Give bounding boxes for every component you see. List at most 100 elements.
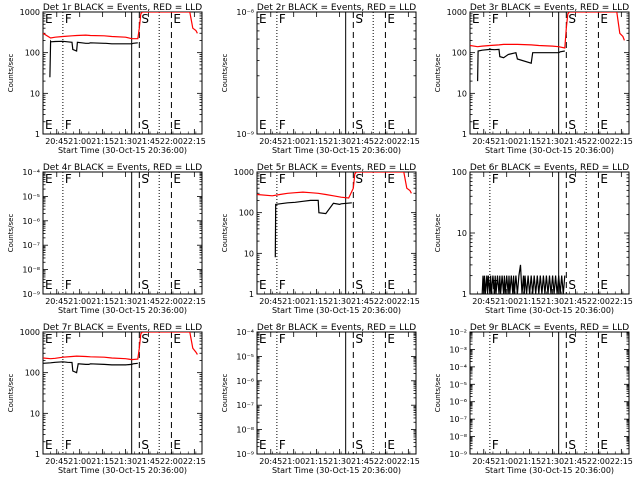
x-axis-label: Start Time (30-Oct-15 20:36:00) (58, 306, 187, 315)
x-tick-label: 21:45 (351, 137, 374, 146)
x-tick-label: 20:45 (45, 297, 68, 306)
x-tick-label: 22:15 (183, 297, 206, 306)
event-marker-label-top: S (355, 172, 363, 186)
event-marker-label: E (45, 438, 53, 452)
x-tick-label: 21:15 (91, 297, 114, 306)
event-marker-label: E (259, 118, 267, 132)
x-tick-label: 21:15 (91, 457, 114, 466)
event-marker-label-top: E (173, 332, 181, 346)
event-marker-label-top: E (45, 172, 53, 186)
event-marker-label: E (173, 278, 181, 292)
x-tick-label: 22:00 (587, 137, 610, 146)
x-tick-label: 21:30 (114, 457, 137, 466)
event-marker-label: E (600, 118, 608, 132)
event-marker-label: E (387, 438, 395, 452)
event-marker-label: E (387, 278, 395, 292)
x-tick-label: 20:45 (259, 457, 282, 466)
event-marker-label: E (387, 118, 395, 132)
y-tick-label: 1000 (447, 8, 467, 17)
event-marker-label-top: E (387, 332, 395, 346)
event-marker-label-top: S (355, 12, 363, 26)
y-axis-label: Counts/sec (434, 54, 442, 93)
x-tick-label: 21:00 (68, 137, 91, 146)
x-tick-label: 20:45 (472, 457, 495, 466)
y-tick-label: 1 (249, 290, 254, 299)
x-tick-label: 22:00 (374, 137, 397, 146)
x-tick-label: 21:15 (305, 297, 328, 306)
x-tick-label: 22:15 (610, 457, 633, 466)
event-marker-label: F (492, 118, 499, 132)
y-tick-label: 1 (462, 290, 467, 299)
detector-panel-4: Det 4r BLACK = Events, RED = LLD Counts/s… (7, 163, 206, 315)
x-tick-label: 21:30 (328, 457, 351, 466)
detector-panel-2: Det 2r BLACK = Events, RED = LLD Counts/s… (221, 3, 420, 155)
event-marker-label-top: S (568, 332, 576, 346)
y-tick-label: 1 (462, 130, 467, 139)
x-axis-label: Start Time (30-Oct-15 20:36:00) (272, 306, 401, 315)
y-tick-label: 1 (35, 450, 40, 459)
detector-panel-7: Det 7r BLACK = Events, RED = LLD Counts/s… (7, 323, 206, 475)
y-axis-label: Counts/sec (221, 54, 229, 93)
lld-rate-line (257, 172, 412, 199)
x-tick-label: 21:30 (114, 137, 137, 146)
event-marker-label-top: S (141, 12, 149, 26)
event-marker-label-top: S (141, 172, 149, 186)
event-marker-label-top: S (568, 172, 576, 186)
event-marker-label: S (141, 118, 149, 132)
y-axis-label: Counts/sec (434, 214, 442, 253)
x-tick-label: 22:15 (183, 137, 206, 146)
y-tick-label: 10⁻⁴ (22, 168, 40, 177)
event-marker-label: F (279, 438, 286, 452)
event-marker-label-top: E (600, 12, 608, 26)
y-tick-label: 10⁻⁹ (236, 450, 254, 459)
y-tick-label: 10⁻⁶ (236, 377, 254, 386)
x-tick-label: 21:30 (541, 137, 564, 146)
y-tick-label: 10⁻² (449, 328, 467, 337)
x-tick-label: 21:30 (541, 457, 564, 466)
x-axis-label: Start Time (30-Oct-15 20:36:00) (58, 466, 187, 475)
y-tick-label: 100 (25, 49, 40, 58)
y-axis-label: Counts/sec (221, 374, 229, 413)
event-marker-label: E (600, 438, 608, 452)
x-tick-label: 21:15 (518, 457, 541, 466)
y-tick-label: 10 (457, 229, 467, 238)
detector-panel-9: Det 9r BLACK = Events, RED = LLD Counts/s… (434, 323, 633, 475)
event-marker-label-top: F (65, 12, 72, 26)
lld-rate-line (43, 12, 198, 40)
panel-title: Det 9r BLACK = Events, RED = LLD (470, 323, 629, 333)
y-tick-label: 10⁻⁵ (236, 352, 254, 361)
x-tick-label: 22:00 (587, 297, 610, 306)
event-marker-label-top: E (387, 172, 395, 186)
x-tick-label: 21:15 (91, 137, 114, 146)
y-axis-label: Counts/sec (7, 214, 15, 253)
y-tick-label: 10⁻⁷ (22, 241, 40, 250)
y-tick-label: 10⁻⁸ (236, 426, 254, 435)
event-marker-label-top: S (141, 332, 149, 346)
plot-frame (42, 171, 203, 295)
x-tick-label: 21:30 (328, 297, 351, 306)
panel-title: Det 3r BLACK = Events, RED = LLD (470, 3, 629, 13)
event-marker-label: E (45, 278, 53, 292)
x-tick-label: 21:00 (495, 457, 518, 466)
event-marker-label: E (259, 438, 267, 452)
x-tick-label: 22:00 (587, 457, 610, 466)
event-marker-label-top: E (259, 172, 267, 186)
event-marker-label-top: E (259, 332, 267, 346)
x-tick-label: 22:15 (610, 297, 633, 306)
x-axis-label: Start Time (30-Oct-15 20:36:00) (485, 466, 614, 475)
y-tick-label: 1000 (234, 168, 254, 177)
event-rate-line (49, 39, 138, 78)
event-marker-label: F (492, 438, 499, 452)
x-tick-label: 21:45 (564, 137, 587, 146)
x-tick-label: 22:15 (397, 297, 420, 306)
y-tick-label: 10⁻⁷ (449, 415, 467, 424)
detector-panel-8: Det 8r BLACK = Events, RED = LLD Counts/s… (221, 323, 420, 475)
plot-frame (42, 11, 203, 135)
x-axis-label: Start Time (30-Oct-15 20:36:00) (58, 146, 187, 155)
x-tick-label: 21:30 (541, 297, 564, 306)
event-marker-label: S (568, 118, 576, 132)
x-tick-label: 22:15 (397, 457, 420, 466)
event-marker-label: S (355, 118, 363, 132)
event-marker-label: F (279, 118, 286, 132)
x-tick-label: 22:00 (374, 457, 397, 466)
